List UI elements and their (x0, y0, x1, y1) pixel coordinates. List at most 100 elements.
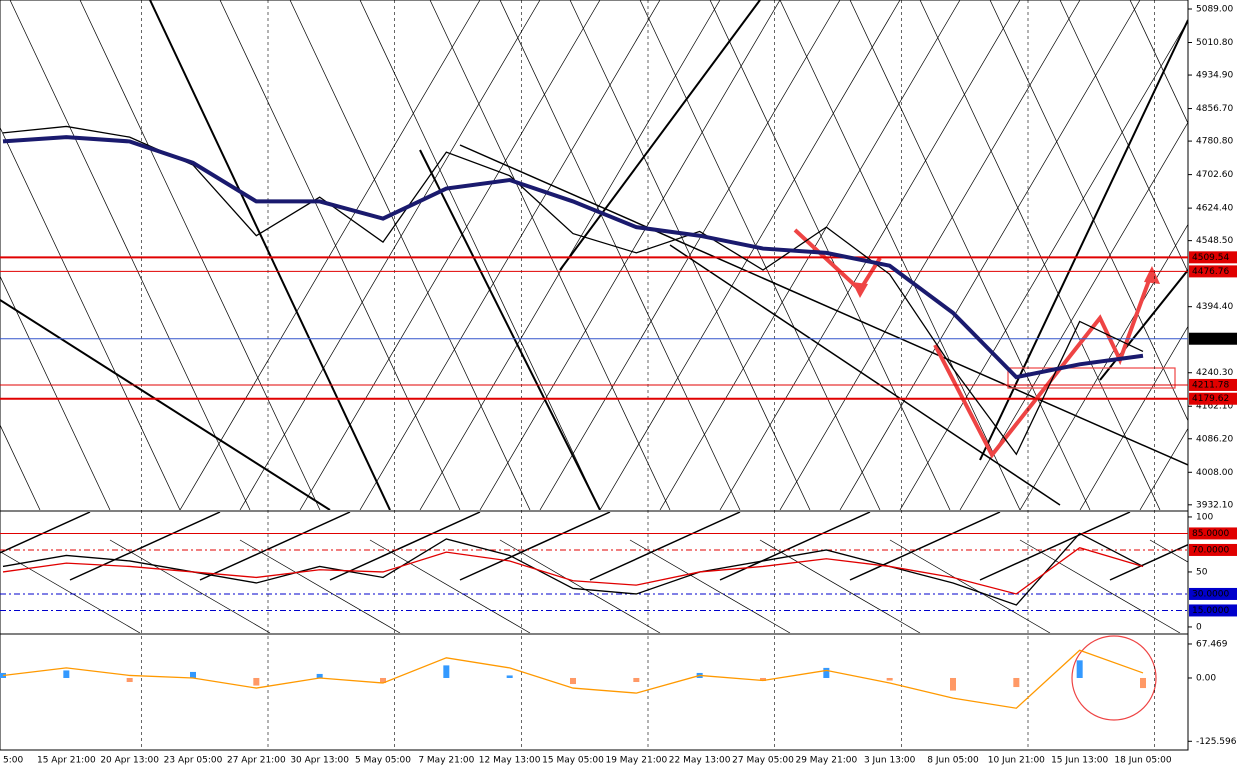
trend-line (599, 0, 901, 510)
trend-line (239, 0, 541, 510)
trend-line (849, 0, 1091, 510)
zone-box (1007, 367, 1176, 389)
histogram-bar (950, 677, 956, 691)
trend-line (759, 539, 921, 633)
series-line (2, 125, 1144, 456)
trend-line (839, 0, 1141, 510)
trend-line (659, 0, 961, 510)
trend-line (499, 0, 741, 510)
plot-frame (0, 0, 1189, 751)
histogram-bar (633, 677, 640, 683)
level-label: 4211.78 (1192, 380, 1229, 390)
series-line (2, 547, 1144, 595)
x-tick-label: 30 Apr 13:00 (290, 756, 349, 766)
trend-line (919, 0, 1161, 510)
x-tick-label: 27 May 05:00 (732, 756, 794, 766)
histogram-bar (63, 670, 70, 678)
histogram-bar (316, 673, 323, 678)
x-tick-label: 15 Jun 13:00 (1051, 756, 1108, 766)
level-tag (1189, 604, 1237, 617)
trend-line (589, 512, 741, 581)
histogram-bar (253, 677, 260, 686)
trend-line (0, 512, 91, 554)
trend-line (1099, 269, 1188, 381)
level-label: 4476.76 (1192, 267, 1229, 277)
arrow-heads (852, 266, 1160, 298)
x-tick-label: 5 May 05:00 (355, 756, 411, 766)
trend-line (239, 539, 401, 633)
y-tick-label: 4240.30 (1196, 368, 1233, 378)
level-label: 30.0000 (1192, 589, 1229, 599)
x-tick-label: 15 Apr 21:00 (37, 756, 96, 766)
histogram-bar (823, 667, 830, 678)
trend-line (1129, 0, 1188, 125)
y-tick-label: 4702.60 (1196, 170, 1233, 180)
trend-line (559, 0, 761, 271)
trend-line (459, 144, 1188, 466)
trend-line (0, 299, 331, 510)
trend-line (0, 424, 41, 510)
y-tick-label: 4548.50 (1196, 236, 1233, 246)
trend-line (459, 512, 611, 581)
trend-line (9, 0, 251, 510)
trend-line (79, 0, 321, 510)
x-tick-label: 23 Apr 05:00 (164, 756, 223, 766)
y-tick-label: -125.5969 (1196, 737, 1237, 747)
trend-line (1059, 0, 1188, 273)
y-tick-label: 0 (1196, 622, 1202, 632)
y-tick-label: 3932.10 (1196, 500, 1233, 510)
x-tick-label: 22 May 13:00 (669, 756, 731, 766)
trend-line (849, 512, 1001, 581)
level-tag (1189, 527, 1237, 540)
trend-line (359, 0, 661, 510)
trend-line (419, 149, 601, 510)
trend-line (669, 244, 1061, 506)
level-label: 4179.62 (1192, 394, 1229, 404)
histogram-bar (570, 677, 576, 685)
x-tick-label: 7 May 21:00 (418, 756, 474, 766)
level-label: 15.0000 (1192, 606, 1229, 616)
y-tick-label: 4394.40 (1196, 302, 1233, 312)
histogram-bar (380, 677, 386, 684)
trend-line (0, 126, 181, 510)
x-tick-label: 18 Jun 05:00 (1114, 756, 1171, 766)
trend-line (899, 19, 1188, 510)
trend-line (979, 19, 1188, 461)
x-tick-label: 19 May 21:00 (605, 756, 667, 766)
trend-line (889, 539, 1051, 633)
trend-line (1019, 223, 1188, 510)
trend-line (0, 551, 141, 633)
x-tick-label: 29 May 21:00 (795, 756, 857, 766)
y-tick-label: 50 (1196, 567, 1208, 577)
x-tick-label: 8 Jun 05:00 (927, 756, 979, 766)
x-tick-label: 10 Jun 21:00 (988, 756, 1045, 766)
histogram-bar (886, 677, 893, 681)
trend-line (179, 0, 481, 510)
histogram-bar (443, 665, 450, 678)
histogram-bar (126, 677, 133, 683)
trend-line (299, 0, 601, 510)
histogram-bar (1140, 677, 1146, 689)
trend-line (369, 539, 531, 633)
histogram-bar (760, 677, 766, 682)
y-tick-label: 5089.00 (1196, 5, 1233, 15)
trend-lines (0, 512, 1188, 633)
highlight-circle (1071, 635, 1157, 721)
trend-line (1079, 325, 1188, 510)
trend-line (199, 512, 351, 581)
y-tick-label: 4624.40 (1196, 204, 1233, 214)
x-tick-label: 27 Apr 21:00 (227, 756, 286, 766)
x-tick-label: 20 Apr 13:00 (100, 756, 159, 766)
level-label: 4509.54 (1192, 253, 1229, 263)
level-tag (1189, 251, 1237, 264)
level-label: 85.0000 (1192, 529, 1229, 539)
series-line (2, 649, 1144, 709)
trend-line (69, 512, 221, 581)
arrow-head (1144, 266, 1160, 284)
y-tick-label: 4934.90 (1196, 71, 1233, 81)
level-label: 4319.64 (1192, 334, 1229, 344)
trend-line (1109, 543, 1188, 581)
y-tick-label: 4856.70 (1196, 104, 1233, 114)
